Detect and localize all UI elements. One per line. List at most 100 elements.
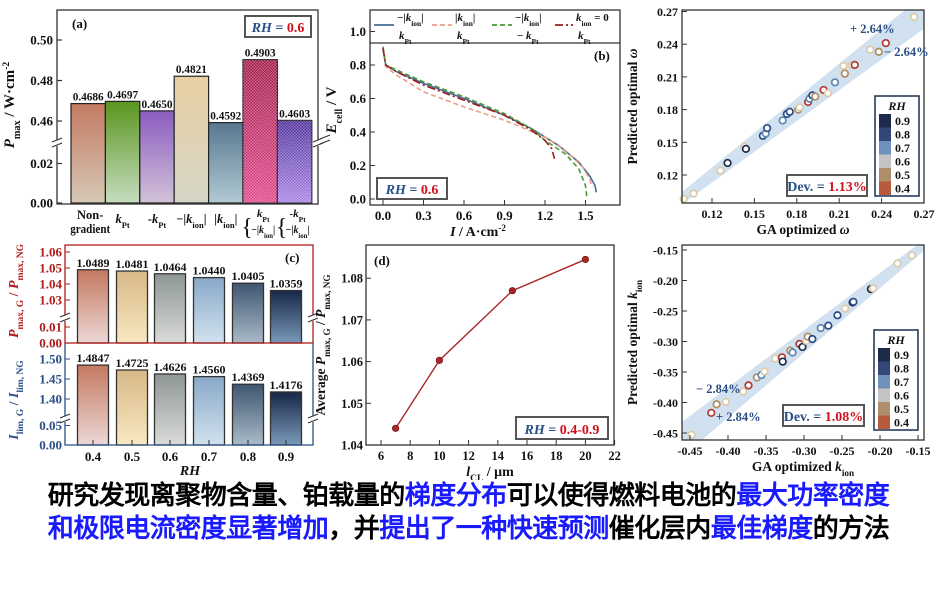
data-point: [833, 311, 842, 320]
data-point: [840, 304, 850, 313]
caption-text: 研究发现离聚物含量、铂载量的梯度分布可以使得燃料电池的最大功率密度 和极限电流密度…: [0, 480, 937, 546]
caption-segment: 研究发现离聚物含量、铂载量的: [47, 481, 406, 511]
x-tick-label: -0.25: [830, 444, 855, 458]
x-tick-label: 0.4: [85, 449, 102, 464]
band-label: + 2.64%: [850, 22, 895, 36]
x-tick-label: 0.21: [829, 207, 850, 221]
bar: [173, 75, 210, 204]
y-tick-label: -0.35: [653, 366, 678, 380]
y-tick-label: 1.07: [341, 313, 363, 327]
data-point: [760, 367, 769, 376]
category-label: −|kion|: [251, 224, 275, 240]
data-point: [808, 334, 817, 344]
legend-label: kPt: [578, 30, 591, 46]
bar: [104, 100, 141, 204]
caption-segment: ，并: [328, 514, 380, 544]
legend-swatch: [878, 361, 890, 375]
axis-break: [61, 416, 69, 422]
legend-label: 0.9: [895, 114, 910, 128]
y-tick-label: 0.00: [39, 438, 62, 453]
series-line: [382, 48, 598, 193]
x-tick-label: -0.35: [754, 444, 779, 458]
legend-label: kPt: [399, 30, 412, 46]
axes-frame-bottom: [64, 343, 314, 446]
rh-legend: RH0.90.80.70.60.50.4: [874, 95, 920, 197]
category-label: gradient: [70, 222, 111, 236]
legend-swatch: [879, 141, 891, 155]
bar: [76, 269, 110, 344]
legend-label: −|kion|: [397, 12, 424, 28]
bar: [269, 391, 303, 446]
bar: [139, 110, 175, 204]
bar-value-label: 1.0359: [270, 279, 303, 291]
y-tick-label: 0.02: [30, 156, 53, 171]
x-tick-label: -0.20: [868, 444, 893, 458]
series-line: [382, 48, 556, 160]
chart-a: 0.4686 Non-gradient 0.4697 kPt 0.4650 -kPt 0.4…: [30, 9, 324, 241]
axis-break: [61, 315, 69, 321]
bar-value-label: 0.4603: [279, 108, 310, 120]
x-tick-label: 0.12: [702, 207, 723, 221]
rh-annotation: RH = 0.6: [376, 177, 448, 200]
y-tick-label: 1.45: [39, 372, 62, 387]
data-point: [744, 381, 753, 390]
x-tick-label: 14: [492, 449, 505, 463]
y-tick-label: 0.00: [30, 196, 53, 211]
rh-annotation-frame: [376, 177, 448, 200]
bar-value-label: 0.4592: [210, 111, 241, 123]
rh-annotation: RH = 0.4-0.9: [515, 416, 609, 440]
category-label: Non-: [77, 208, 103, 222]
x-tick-label: 0.27: [914, 207, 935, 221]
y-tick-label: 1.04: [341, 439, 364, 453]
x-axis-label: I / A·cm-2: [449, 223, 506, 240]
legend-label: 0.5: [894, 402, 909, 416]
legend-label: kPt: [457, 30, 470, 46]
x-tick-label: 0.8: [240, 449, 257, 464]
x-tick-label: 0.3: [415, 208, 432, 223]
bar: [231, 282, 265, 344]
data-point: [723, 158, 732, 168]
caption-segment: 催化层内: [608, 514, 712, 544]
legend-label: |kion|: [455, 12, 475, 28]
category-label: kPt: [257, 208, 270, 224]
bar: [231, 383, 265, 446]
band-label: + 2.84%: [716, 410, 761, 424]
axis-break-mark: [307, 418, 319, 424]
bar: [192, 375, 226, 446]
bar: [115, 270, 149, 344]
rh-annotation-frame: [244, 15, 312, 38]
bar-value-label: 1.4626: [154, 362, 187, 374]
axis-break-mark: [319, 134, 331, 140]
y-axis-label-top: Pmax, G / Pmax, NG: [7, 243, 26, 338]
data-point: [581, 255, 590, 264]
bar-value-label: 0.4821: [176, 64, 207, 76]
panel-label: (c): [285, 250, 299, 265]
figure-panels: 0.4686Non-gradient0.4697kPt0.4650-kPt0.4…: [1, 5, 935, 480]
bar: [76, 364, 110, 446]
y-tick-label: -0.40: [653, 396, 678, 410]
legend-label: 0.7: [894, 375, 909, 389]
data-point: [785, 107, 794, 116]
legend-label: 0.8: [895, 128, 910, 142]
bar: [269, 289, 303, 344]
data-point: [707, 408, 716, 418]
data-point: [689, 189, 698, 198]
y-tick-label: 1.05: [341, 397, 363, 411]
axis-break-mark: [59, 312, 71, 318]
y-tick-label: 0.24: [657, 38, 678, 52]
axis-break-mark: [59, 418, 71, 424]
legend-swatch: [879, 114, 891, 128]
rh-legend: RH0.90.80.70.60.50.4: [873, 329, 919, 431]
band-label: − 2.84%: [696, 382, 741, 396]
data-point: [823, 89, 833, 98]
rh-annotation-frame: [515, 416, 609, 440]
band-label: − 2.64%: [884, 45, 929, 59]
bar-value-label: 0.4686: [73, 92, 104, 104]
data-point: [795, 103, 804, 112]
bar-value-label: 1.0464: [154, 262, 187, 274]
x-tick-label: 1.2: [537, 208, 553, 223]
x-tick-label: 0.15: [744, 207, 765, 221]
y-tick-label: 0.4: [350, 125, 367, 140]
data-point: [391, 424, 400, 432]
y-tick-label: 0.27: [657, 5, 678, 19]
